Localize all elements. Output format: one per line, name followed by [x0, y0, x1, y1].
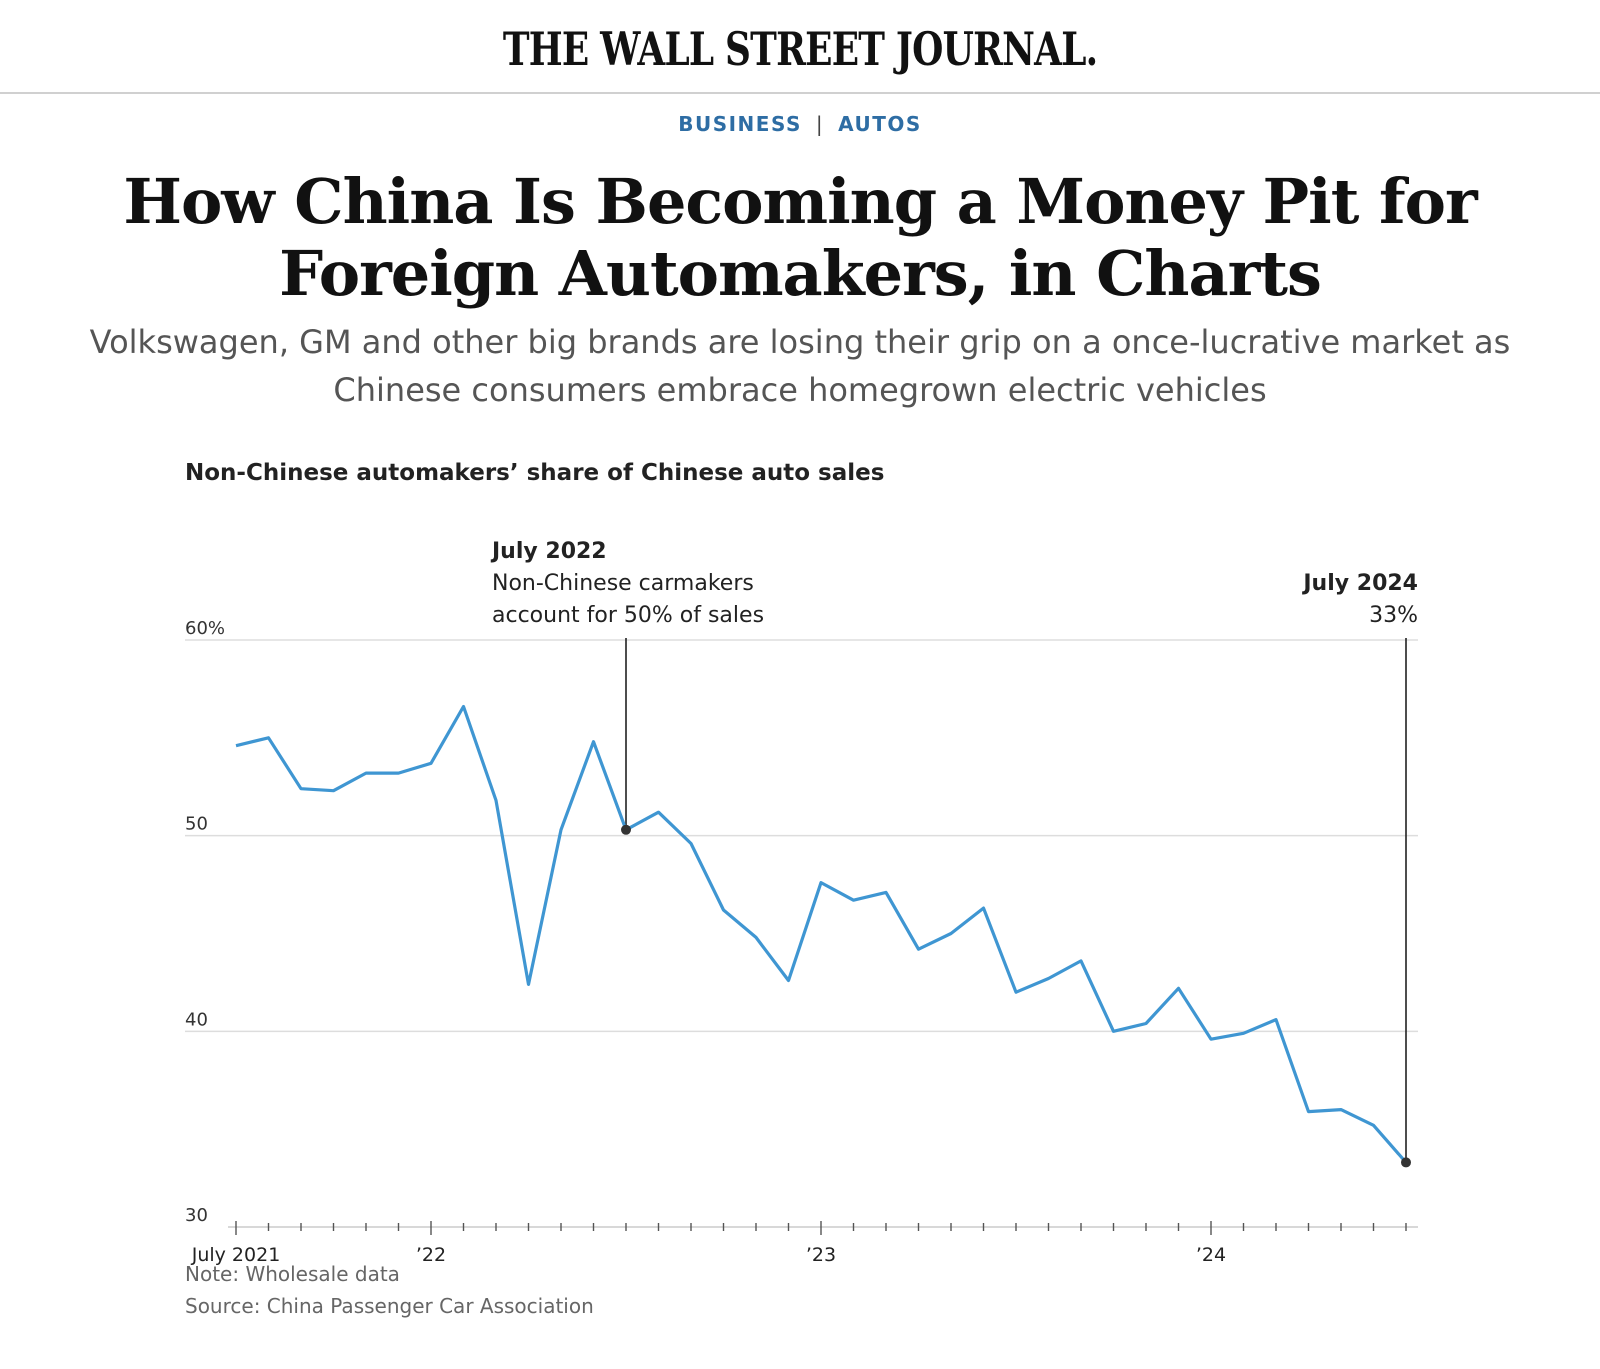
section-nav: BUSINESS | AUTOS [0, 112, 1600, 136]
data-point [1372, 1123, 1376, 1127]
y-tick-label: 40 [185, 1009, 208, 1030]
x-tick-label: July 2021 [191, 1244, 281, 1266]
data-point [364, 771, 368, 775]
data-point [559, 828, 563, 832]
data-point [884, 890, 888, 894]
x-tick-label: ’22 [416, 1244, 446, 1266]
annotation-text: account for 50% of sales [492, 603, 764, 628]
data-point [1144, 1022, 1148, 1026]
annotation-dot [621, 824, 631, 835]
data-point [852, 898, 856, 902]
data-point [1307, 1110, 1311, 1114]
data-point [1047, 977, 1051, 981]
data-point [1112, 1029, 1116, 1033]
data-point [754, 935, 758, 939]
chart-title: Non-Chinese automakers’ share of Chinese… [185, 460, 885, 486]
data-point [429, 761, 433, 765]
data-point [689, 841, 693, 845]
annotation-dot [1401, 1157, 1411, 1168]
annotation-text: Non-Chinese carmakers [492, 571, 754, 596]
y-tick-label: 30 [185, 1205, 208, 1226]
y-tick-label: 50 [185, 814, 208, 835]
data-point [657, 810, 661, 814]
section-separator: | [815, 112, 825, 136]
data-point [917, 947, 921, 951]
data-point [1079, 959, 1083, 963]
data-point [1339, 1108, 1343, 1112]
data-point [1014, 990, 1018, 994]
data-point [787, 978, 791, 982]
data-point [462, 705, 466, 709]
section-business-link[interactable]: BUSINESS [678, 112, 802, 136]
dek: Volkswagen, GM and other big brands are … [89, 323, 1511, 409]
section-autos-link[interactable]: AUTOS [838, 112, 922, 136]
x-tick-label: ’24 [1196, 1244, 1226, 1266]
data-point [1274, 1018, 1278, 1022]
annotation-text: 33% [1369, 603, 1418, 628]
chart-note: Note: Wholesale data [185, 1262, 400, 1286]
data-point [819, 881, 823, 885]
chart-source: Source: China Passenger Car Association [185, 1294, 594, 1318]
x-tick-label: ’23 [806, 1244, 836, 1266]
masthead[interactable]: THE WALL STREET JOURNAL. [0, 0, 1600, 94]
masthead-logo[interactable]: THE WALL STREET JOURNAL. [502, 22, 1098, 76]
headline: How China Is Becoming a Money Pit for Fo… [123, 165, 1477, 310]
data-point [982, 906, 986, 910]
data-point [1209, 1037, 1213, 1041]
annotation-label: July 2022 [490, 539, 607, 564]
y-tick-label: 60% [185, 618, 225, 639]
data-point [592, 740, 596, 744]
annotation-label: July 2024 [1301, 571, 1418, 596]
data-point [949, 932, 953, 936]
data-point [527, 982, 531, 986]
series-line [235, 704, 1408, 1164]
data-point [299, 787, 303, 791]
data-point [397, 771, 401, 775]
data-point [494, 798, 498, 802]
data-point [1242, 1031, 1246, 1035]
data-point [234, 744, 238, 748]
data-point [722, 908, 726, 912]
data-point [1177, 986, 1181, 990]
data-point [267, 736, 271, 740]
data-point [332, 789, 336, 793]
